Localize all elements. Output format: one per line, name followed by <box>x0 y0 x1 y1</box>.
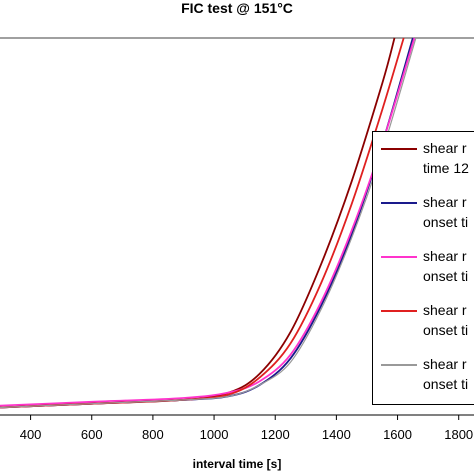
x-tick-label: 600 <box>81 427 103 442</box>
legend-label: shear r onset ti <box>423 194 469 230</box>
x-tick-label: 800 <box>142 427 164 442</box>
legend-item-3: shear r onset ti <box>373 244 474 294</box>
x-tick-label: 1400 <box>322 427 351 442</box>
legend-swatch <box>381 256 417 258</box>
legend: shear r time 12 shear r onset ti shear r o… <box>372 131 474 405</box>
series-line-2 <box>0 37 414 409</box>
x-axis-label: interval time [s] <box>192 457 282 471</box>
series-line-5 <box>0 37 417 409</box>
series-line-4 <box>0 37 405 409</box>
x-tick-label: 1000 <box>200 427 229 442</box>
x-tick-label: 1200 <box>261 427 290 442</box>
legend-swatch <box>381 310 417 312</box>
chart-title: FIC test @ 151°C <box>181 0 293 16</box>
legend-swatch <box>381 202 417 204</box>
legend-label: shear r onset ti <box>423 356 469 392</box>
legend-label: shear r onset ti <box>423 302 469 338</box>
legend-item-4: shear r onset ti <box>373 298 474 348</box>
legend-label: shear r onset ti <box>423 248 469 284</box>
legend-item-1: shear r time 12 <box>373 136 474 186</box>
legend-item-2: shear r onset ti <box>373 190 474 240</box>
series-line-3 <box>0 37 416 407</box>
legend-label: shear r time 12 <box>423 140 469 176</box>
legend-swatch <box>381 364 417 366</box>
legend-swatch <box>381 148 417 150</box>
series-line-1 <box>0 37 396 409</box>
legend-item-5: shear r onset ti <box>373 352 474 402</box>
x-tick-label: 1800 <box>444 427 473 442</box>
x-tick-label: 400 <box>20 427 42 442</box>
x-tick-label: 1600 <box>383 427 412 442</box>
